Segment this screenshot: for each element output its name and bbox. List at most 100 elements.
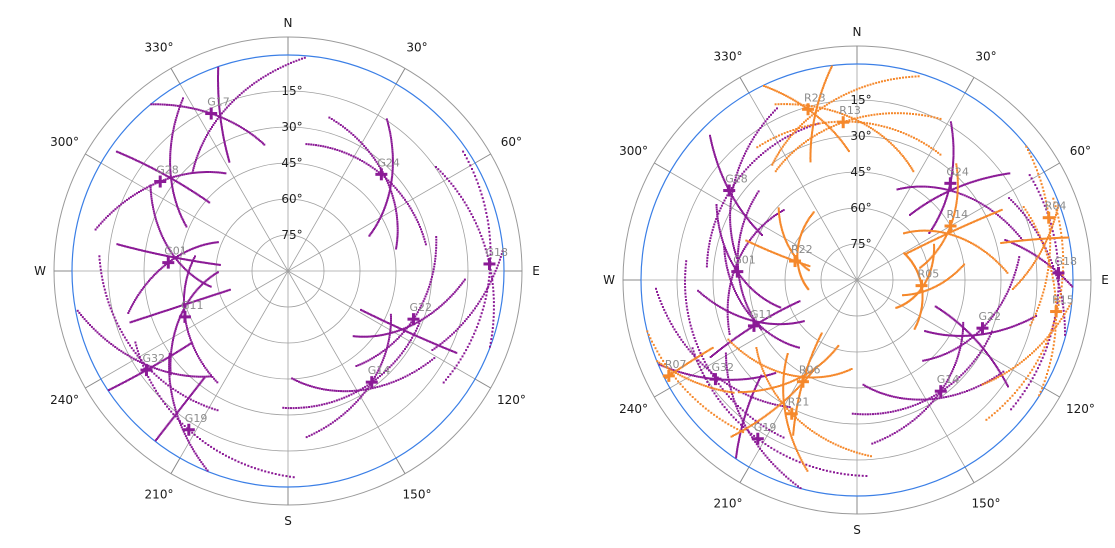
- track-dot: [1059, 228, 1062, 231]
- track-dot: [211, 274, 214, 277]
- track-dot: [685, 302, 688, 305]
- track-dot: [726, 382, 728, 385]
- track-dot: [714, 220, 717, 223]
- track-dot: [126, 155, 129, 158]
- track-dot: [741, 172, 744, 175]
- track-dot: [110, 387, 113, 390]
- track-dot: [181, 99, 184, 102]
- track-dot: [106, 339, 109, 342]
- track-dot: [490, 272, 493, 275]
- track-dot: [729, 214, 732, 217]
- track-dot: [344, 127, 347, 130]
- track-dot: [683, 343, 686, 346]
- track-dot: [1002, 370, 1005, 373]
- track-dot: [884, 411, 887, 414]
- track-dot: [791, 344, 794, 347]
- track-dot: [753, 388, 756, 391]
- track-dot: [179, 263, 182, 266]
- track-dot: [977, 218, 980, 221]
- track-dot: [382, 319, 385, 322]
- track-dot: [380, 334, 383, 337]
- track-dot: [183, 296, 185, 299]
- track-dot: [928, 200, 931, 203]
- track-dot: [354, 335, 357, 338]
- track-dot: [1059, 296, 1062, 299]
- track-dot: [798, 127, 801, 130]
- track-dot: [951, 370, 954, 373]
- track-dot: [198, 285, 201, 288]
- track-dot: [738, 279, 741, 281]
- track-dot: [959, 334, 962, 337]
- track-dot: [363, 391, 366, 394]
- track-dot: [177, 110, 180, 113]
- track-dot: [943, 188, 946, 191]
- track-dot: [854, 412, 857, 415]
- track-dot: [169, 358, 172, 361]
- track-dot: [762, 375, 765, 378]
- track-dot: [699, 361, 702, 364]
- track-dot: [355, 401, 358, 404]
- track-dot: [797, 265, 800, 268]
- track-dot: [421, 233, 424, 236]
- track-dot: [217, 98, 220, 101]
- track-dot: [914, 326, 917, 329]
- track-dot: [797, 241, 800, 244]
- track-dot: [132, 349, 135, 352]
- track-dot: [917, 291, 920, 294]
- track-dot: [891, 143, 894, 146]
- track-dot: [978, 178, 981, 181]
- track-dot: [354, 135, 357, 138]
- track-dot: [1048, 339, 1051, 341]
- track-dot: [422, 300, 425, 303]
- azimuth-tick: [170, 457, 181, 474]
- track-dot: [919, 206, 922, 209]
- track-dot: [189, 107, 192, 109]
- track-dot: [782, 160, 785, 163]
- track-dot: [1011, 227, 1014, 230]
- track-dot: [975, 179, 978, 182]
- track-dot: [173, 179, 176, 182]
- track-dot: [1009, 240, 1012, 243]
- track-dot: [922, 244, 925, 246]
- track-dot: [154, 218, 157, 221]
- track-dot: [403, 327, 406, 330]
- track-dot: [711, 145, 714, 148]
- track-dot: [217, 101, 220, 104]
- track-dot: [231, 101, 234, 104]
- track-dot: [391, 154, 394, 157]
- track-dot: [789, 344, 792, 347]
- track-dot: [388, 191, 391, 194]
- track-dot: [185, 303, 188, 306]
- track-dot: [356, 157, 359, 160]
- track-dot: [960, 374, 963, 377]
- track-dot: [1002, 377, 1005, 380]
- track-dot: [759, 399, 762, 402]
- track-dot: [923, 409, 926, 412]
- track-dot: [796, 257, 799, 259]
- track-dot: [353, 402, 356, 405]
- track-dot: [945, 235, 947, 238]
- track-dot: [942, 386, 944, 389]
- track-dot: [923, 262, 926, 265]
- track-dot: [181, 217, 184, 220]
- track-dot: [432, 268, 435, 271]
- satellite-label: G32: [142, 352, 165, 365]
- track-dot: [120, 152, 123, 155]
- track-dot: [723, 381, 726, 384]
- track-dot: [948, 277, 951, 280]
- track-dot: [121, 153, 124, 156]
- track-dot: [790, 322, 793, 325]
- track-dot: [396, 338, 399, 340]
- track-dot: [204, 136, 207, 139]
- track-dot: [495, 267, 498, 270]
- track-dot: [737, 259, 740, 262]
- track-dot: [385, 202, 388, 205]
- track-dot: [199, 109, 202, 112]
- track-dot: [387, 124, 390, 127]
- track-dot: [200, 403, 203, 406]
- track-dot: [956, 355, 959, 358]
- track-dot: [1015, 269, 1017, 272]
- track-dot: [215, 449, 218, 452]
- track-dot: [169, 150, 172, 153]
- track-dot: [723, 253, 726, 255]
